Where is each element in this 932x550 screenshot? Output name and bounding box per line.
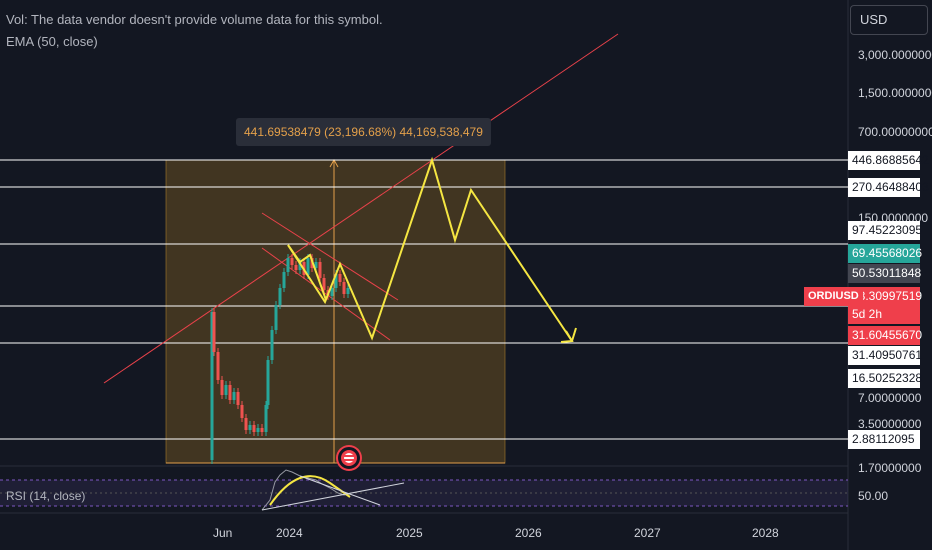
- price-tick: 7.00000000: [858, 391, 922, 405]
- price-label: 16.50252328: [848, 369, 922, 388]
- time-tick: 2028: [752, 526, 779, 540]
- candle: [330, 288, 334, 296]
- candle: [294, 265, 298, 270]
- candle: [282, 272, 286, 288]
- price-label: 270.46488403: [848, 178, 929, 197]
- price-label: 50.53011848: [848, 264, 921, 283]
- candle: [260, 428, 264, 432]
- candle: [322, 278, 326, 290]
- candlestick-series: [210, 254, 350, 464]
- symbol-tag: ORDIUSD: [804, 287, 863, 306]
- candle: [232, 392, 236, 400]
- candle: [228, 385, 232, 400]
- candle: [318, 262, 322, 278]
- rsi-legend[interactable]: RSI (14, close): [6, 489, 86, 503]
- candle: [210, 312, 214, 460]
- candle: [244, 418, 248, 430]
- price-label: 446.86885642: [848, 151, 929, 170]
- price-tick: 1.70000000: [858, 461, 922, 475]
- time-tick: 2027: [634, 526, 661, 540]
- us-flag-event-icon[interactable]: [338, 447, 360, 469]
- time-tick: 2024: [276, 526, 303, 540]
- last-price-label: 38.30997519: [848, 287, 922, 306]
- candle: [314, 262, 318, 268]
- projection-arrowhead: [560, 327, 577, 343]
- candle: [346, 288, 350, 294]
- candle: [252, 425, 256, 432]
- price-label: 97.45223095: [848, 221, 922, 240]
- price-tick: 3,000.00000000: [858, 48, 932, 62]
- candle: [266, 360, 270, 405]
- candle: [216, 352, 220, 380]
- currency-button[interactable]: USD: [850, 5, 928, 35]
- projection-path[interactable]: [287, 156, 573, 342]
- candle: [240, 405, 244, 418]
- horizontal-levels[interactable]: [0, 159, 848, 440]
- price-label: 31.40950761: [848, 346, 922, 365]
- candle: [342, 282, 346, 294]
- price-label: 69.45568026: [848, 244, 922, 263]
- candle: [306, 258, 310, 275]
- time-tick: Jun: [213, 526, 233, 540]
- candle: [334, 274, 338, 288]
- measure-label[interactable]: 441.69538479 (23,196.68%) 44,169,538,479: [236, 118, 491, 146]
- trendlines[interactable]: [103, 33, 619, 384]
- candle: [290, 258, 294, 265]
- price-tick: 1,500.00000000: [858, 86, 932, 100]
- price-tick: 3.50000000: [858, 417, 922, 431]
- candle: [298, 262, 302, 270]
- candle: [286, 258, 290, 272]
- rsi-axis-value: 50.00: [858, 489, 889, 503]
- candle: [220, 380, 224, 395]
- candle: [212, 312, 216, 352]
- candle: [338, 274, 342, 282]
- price-label: 2.88112095: [848, 430, 920, 449]
- countdown-label: 5d 2h: [848, 305, 920, 324]
- time-tick: 2025: [396, 526, 423, 540]
- candle: [248, 425, 252, 430]
- candle: [264, 405, 268, 432]
- candle: [256, 428, 260, 432]
- price-label: 31.60455670: [848, 326, 922, 345]
- ema-legend[interactable]: EMA (50, close): [6, 34, 98, 49]
- volume-legend: Vol: The data vendor doesn't provide vol…: [6, 12, 383, 27]
- candle: [274, 305, 278, 330]
- candle: [278, 288, 282, 305]
- candle: [224, 385, 228, 395]
- time-tick: 2026: [515, 526, 542, 540]
- measure-box[interactable]: [165, 159, 506, 464]
- price-tick: 700.00000000: [858, 125, 932, 139]
- candle: [236, 392, 240, 405]
- candle: [270, 330, 274, 360]
